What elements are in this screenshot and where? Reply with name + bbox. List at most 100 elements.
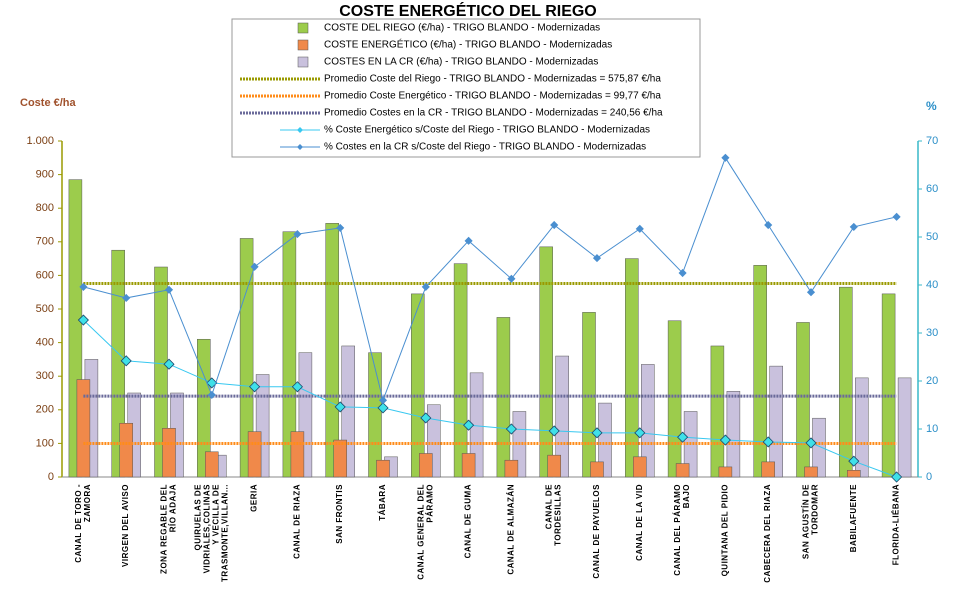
- bar: [162, 428, 176, 478]
- line-marker: [635, 224, 644, 233]
- line-marker: [892, 212, 901, 221]
- y2-tick-label: 40: [926, 279, 938, 291]
- x-tick-label: CANAL DE TORO -ZAMORA: [74, 484, 92, 563]
- bar: [667, 320, 682, 478]
- legend-swatch: [297, 144, 303, 150]
- line-marker: [634, 427, 646, 439]
- bar: [411, 293, 425, 478]
- x-tick-label: CANAL DE LA VID: [635, 484, 644, 561]
- line-marker: [849, 222, 858, 231]
- bar: [453, 263, 468, 478]
- x-tick-label: FLORIDA-LIÉBANA: [892, 484, 901, 565]
- bar: [555, 355, 569, 478]
- bar: [598, 402, 612, 478]
- line-series: [83, 156, 897, 402]
- bar: [239, 238, 254, 478]
- y-axis-label: Coste €/ha: [20, 97, 77, 109]
- legend-swatch: [297, 127, 303, 133]
- bar: [881, 293, 896, 478]
- line-marker: [678, 268, 687, 278]
- legend-label: % Costes en la CR s/Coste del Riego - TR…: [324, 142, 646, 153]
- line-marker: [377, 402, 389, 414]
- line-marker: [421, 282, 430, 291]
- bar: [675, 463, 690, 478]
- y-tick-label: 700: [36, 236, 54, 248]
- x-tick-label: GERIA: [250, 484, 259, 512]
- line-series: [83, 319, 897, 478]
- bar: [154, 266, 168, 478]
- x-tick-label: CANAL DE RIAZA: [293, 484, 302, 559]
- y-tick-label: 600: [36, 269, 54, 281]
- y-tick-label: 100: [36, 437, 54, 449]
- x-tick-label: QUIRUELAS DEVIDRIALES,COLINASY VECILLA D…: [193, 484, 229, 582]
- legend-label: COSTE DEL RIEGO (€/ha) - TRIGO BLANDO - …: [324, 23, 600, 34]
- line-marker: [163, 358, 175, 370]
- legend-label: % Coste Energético s/Coste del Riego - T…: [324, 125, 650, 136]
- line-marker: [420, 412, 432, 424]
- bar: [897, 377, 912, 478]
- line-marker: [164, 285, 174, 294]
- x-tick-label: CABECERA DEL RIAZA: [763, 484, 772, 583]
- bar: [547, 454, 561, 478]
- line-marker: [505, 423, 517, 435]
- y-tick-label: 300: [36, 370, 54, 382]
- bar: [641, 364, 655, 478]
- legend-label: COSTE ENERGÉTICO (€/ha) - TRIGO BLANDO -…: [324, 38, 612, 51]
- line-marker: [550, 220, 559, 230]
- line-marker: [805, 437, 817, 449]
- y-tick-label: 500: [36, 303, 54, 315]
- y-tick-label: 200: [36, 404, 54, 416]
- bar: [812, 417, 826, 478]
- line-marker: [764, 220, 773, 230]
- bar: [796, 322, 810, 478]
- x-tick-label: VIRGEN DEL AVISO: [121, 484, 130, 567]
- bar: [504, 459, 519, 478]
- line-marker: [507, 274, 516, 283]
- legend-label: Promedio Coste Energético - TRIGO BLANDO…: [324, 91, 661, 102]
- line-marker: [77, 314, 89, 326]
- line-marker: [293, 230, 302, 239]
- bar: [726, 391, 741, 478]
- y2-axis-label: %: [926, 99, 937, 113]
- line-marker: [206, 377, 218, 389]
- x-tick-label: CANAL DEL PÁRAMOBAJO: [673, 484, 691, 576]
- line-marker: [806, 288, 816, 297]
- chart-title: COSTE ENERGÉTICO DEL RIEGO: [339, 1, 597, 20]
- bar: [325, 223, 339, 478]
- legend-label: Promedio Coste del Riego - TRIGO BLANDO …: [324, 74, 661, 85]
- bar: [855, 377, 869, 478]
- x-tick-label: CANAL DE ALMAZÁN: [507, 484, 516, 575]
- legend-box: [231, 18, 701, 158]
- legend-label: Promedio Costes en la CR - TRIGO BLANDO …: [324, 108, 663, 119]
- line-marker: [464, 236, 473, 245]
- line-marker: [721, 153, 730, 162]
- bar: [282, 231, 297, 478]
- y-tick-label: 800: [36, 202, 54, 214]
- bar: [419, 453, 433, 478]
- x-tick-label: SAN AGUSTÍN DETORDOMAR: [802, 484, 820, 559]
- y2-tick-label: 10: [926, 423, 938, 435]
- bar: [539, 246, 553, 478]
- bar: [839, 286, 853, 478]
- y2-tick-label: 60: [926, 183, 938, 195]
- bar: [710, 345, 725, 478]
- y2-tick-label: 70: [926, 135, 938, 147]
- y-tick-label: 0: [48, 471, 54, 483]
- line-marker: [207, 390, 216, 399]
- legend-swatch: [297, 22, 309, 34]
- bar: [633, 456, 647, 478]
- x-tick-label: TÁBARA: [378, 484, 387, 521]
- line-marker: [762, 436, 774, 448]
- bar: [847, 470, 861, 478]
- bar: [753, 265, 767, 478]
- line-marker: [719, 434, 731, 446]
- bar: [461, 453, 476, 478]
- line-marker: [591, 427, 603, 439]
- line-marker: [592, 254, 602, 263]
- line-marker: [336, 223, 345, 232]
- bar: [290, 431, 305, 478]
- line-marker: [250, 262, 259, 271]
- line-marker: [120, 355, 132, 367]
- legend-swatch: [297, 39, 309, 51]
- line-marker: [677, 431, 689, 443]
